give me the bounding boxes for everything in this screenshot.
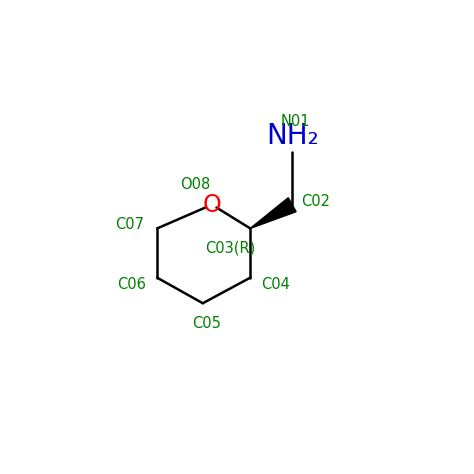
- Text: C07: C07: [115, 217, 144, 232]
- Text: O: O: [202, 193, 221, 217]
- Text: C03(R): C03(R): [205, 241, 255, 256]
- Text: C02: C02: [301, 193, 330, 209]
- Text: N01: N01: [281, 114, 310, 129]
- Text: NH₂: NH₂: [266, 122, 319, 150]
- Text: C04: C04: [261, 277, 290, 292]
- Text: O08: O08: [180, 177, 210, 192]
- Text: C05: C05: [192, 316, 221, 331]
- Polygon shape: [250, 198, 296, 228]
- Text: C06: C06: [117, 277, 146, 292]
